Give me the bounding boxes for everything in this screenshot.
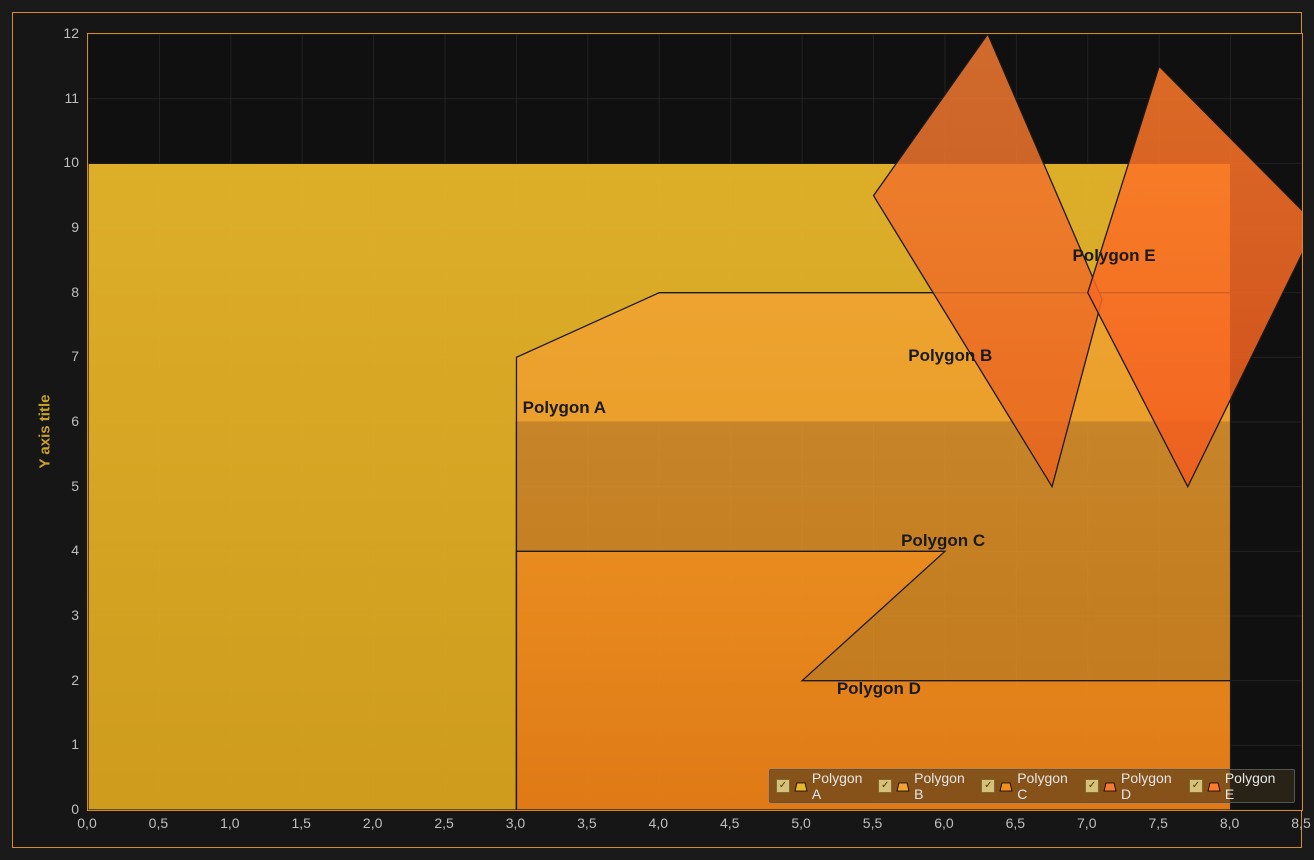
checkbox-icon[interactable]: ✓ <box>776 779 790 793</box>
y-tick-label: 10 <box>63 154 79 170</box>
x-tick-label: 6,0 <box>934 815 953 831</box>
y-axis-title: Y axis title <box>37 394 54 468</box>
x-tick-label: 2,0 <box>363 815 382 831</box>
legend-swatch-icon <box>895 780 911 792</box>
x-tick-label: 1,5 <box>292 815 311 831</box>
legend-label: Polygon A <box>812 770 874 802</box>
checkbox-icon[interactable]: ✓ <box>981 779 995 793</box>
y-tick-label: 1 <box>71 736 79 752</box>
legend-swatch-icon <box>1102 780 1118 792</box>
x-tick-label: 4,5 <box>720 815 739 831</box>
polygon-label: Polygon B <box>908 346 992 366</box>
polygon-label: Polygon E <box>1072 246 1155 266</box>
legend-item[interactable]: ✓ Polygon A <box>776 770 874 802</box>
y-tick-label: 8 <box>71 284 79 300</box>
x-tick-label: 1,0 <box>220 815 239 831</box>
polygon-label: Polygon C <box>901 531 985 551</box>
legend-item[interactable]: ✓ Polygon E <box>1189 770 1288 802</box>
y-tick-label: 5 <box>71 478 79 494</box>
legend-label: Polygon C <box>1017 770 1081 802</box>
legend-swatch-icon <box>998 780 1014 792</box>
legend-swatch-icon <box>1206 780 1222 792</box>
y-tick-label: 9 <box>71 219 79 235</box>
y-tick-label: 3 <box>71 607 79 623</box>
x-tick-label: 0,5 <box>149 815 168 831</box>
x-tick-label: 5,0 <box>791 815 810 831</box>
chart-svg <box>88 34 1302 810</box>
polygon-label: Polygon A <box>523 398 606 418</box>
y-tick-label: 11 <box>64 90 79 106</box>
legend-label: Polygon D <box>1121 770 1185 802</box>
x-tick-label: 3,5 <box>577 815 596 831</box>
legend-item[interactable]: ✓ Polygon B <box>878 770 977 802</box>
y-axis-title-container: Y axis title <box>35 13 55 849</box>
legend-label: Polygon E <box>1225 770 1288 802</box>
x-tick-label: 8,0 <box>1220 815 1239 831</box>
x-tick-label: 6,5 <box>1006 815 1025 831</box>
legend: ✓ Polygon A ✓ Polygon B ✓ Polygon C ✓ Polygon D… <box>769 769 1295 803</box>
y-tick-label: 6 <box>71 413 79 429</box>
x-tick-label: 5,5 <box>863 815 882 831</box>
x-tick-label: 0,0 <box>77 815 96 831</box>
x-tick-label: 4,0 <box>649 815 668 831</box>
y-tick-label: 7 <box>71 348 79 364</box>
y-tick-label: 4 <box>71 542 79 558</box>
checkbox-icon[interactable]: ✓ <box>1085 779 1099 793</box>
x-tick-label: 2,5 <box>434 815 453 831</box>
x-tick-label: 7,5 <box>1148 815 1167 831</box>
y-tick-label: 0 <box>71 801 79 817</box>
legend-item[interactable]: ✓ Polygon D <box>1085 770 1185 802</box>
legend-item[interactable]: ✓ Polygon C <box>981 770 1081 802</box>
polygon-label: Polygon D <box>837 679 921 699</box>
chart-frame: Y axis title Polygon A Polygon B Polygon C… <box>12 12 1302 848</box>
x-tick-label: 3,0 <box>506 815 525 831</box>
plot-area[interactable] <box>87 33 1303 811</box>
y-tick-label: 2 <box>71 672 79 688</box>
x-tick-label: 7,0 <box>1077 815 1096 831</box>
legend-label: Polygon B <box>914 770 977 802</box>
checkbox-icon[interactable]: ✓ <box>1189 779 1203 793</box>
checkbox-icon[interactable]: ✓ <box>878 779 892 793</box>
legend-swatch-icon <box>793 780 809 792</box>
x-tick-label: 8,5 <box>1291 815 1310 831</box>
y-tick-label: 12 <box>63 25 79 41</box>
